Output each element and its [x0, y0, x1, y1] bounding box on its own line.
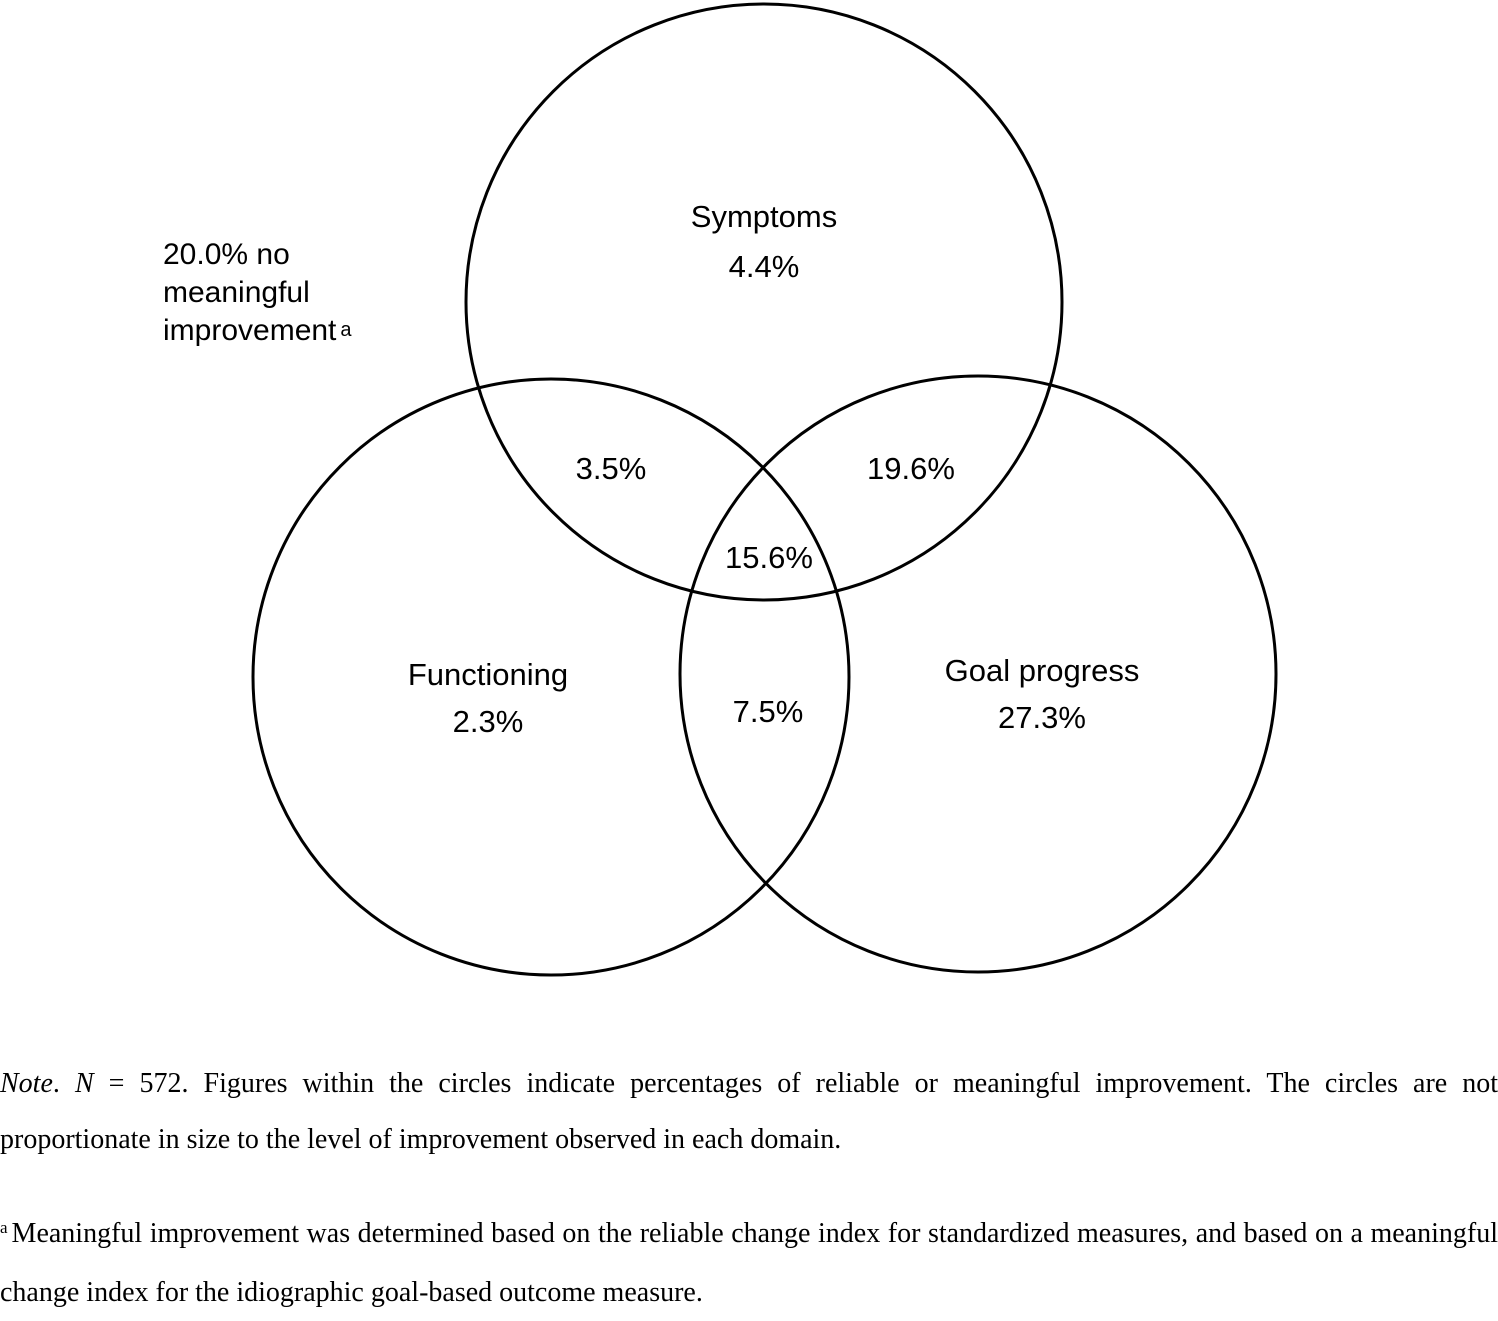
symptoms-label: Symptoms: [691, 199, 837, 234]
no-improvement-line3: improvement a: [163, 312, 352, 353]
footnote-marker: a: [0, 1218, 8, 1237]
no-improvement-line2: meaningful: [163, 276, 310, 309]
symptoms-value: 4.4%: [729, 249, 800, 284]
functioning-label: Functioning: [408, 657, 568, 692]
footnote: a Meaningful improvement was determined b…: [0, 1206, 1498, 1321]
goal-progress-value: 27.3%: [998, 700, 1086, 735]
footnote-text: Meaningful improvement was determined ba…: [0, 1218, 1498, 1308]
symptoms-goal-value: 19.6%: [867, 451, 955, 486]
n-symbol: N: [74, 1068, 94, 1099]
figure-note: Note. N = 572. Figures within the circle…: [0, 1068, 1498, 1155]
goal-progress-circle: [678, 374, 1278, 974]
symptoms-circle: [464, 2, 1064, 602]
note-label: Note: [0, 1068, 53, 1099]
functioning-value: 2.3%: [453, 704, 524, 739]
all-three-value: 15.6%: [725, 540, 813, 575]
venn-diagram: Symptoms 4.4% Functioning 2.3% Goal prog…: [251, 2, 1278, 977]
note-text: = 572. Figures within the circles indica…: [0, 1068, 1498, 1155]
functioning-goal-value: 7.5%: [733, 694, 804, 729]
no-improvement-line3-text: improvement: [163, 314, 337, 347]
no-improvement-label: 20.0% no meaningful improvement a: [163, 236, 352, 353]
goal-progress-label: Goal progress: [945, 653, 1140, 688]
footnote-marker-a: a: [340, 319, 352, 341]
functioning-circle: [251, 377, 851, 977]
no-improvement-line1: 20.0% no: [163, 238, 290, 271]
symptoms-functioning-value: 3.5%: [576, 451, 647, 486]
